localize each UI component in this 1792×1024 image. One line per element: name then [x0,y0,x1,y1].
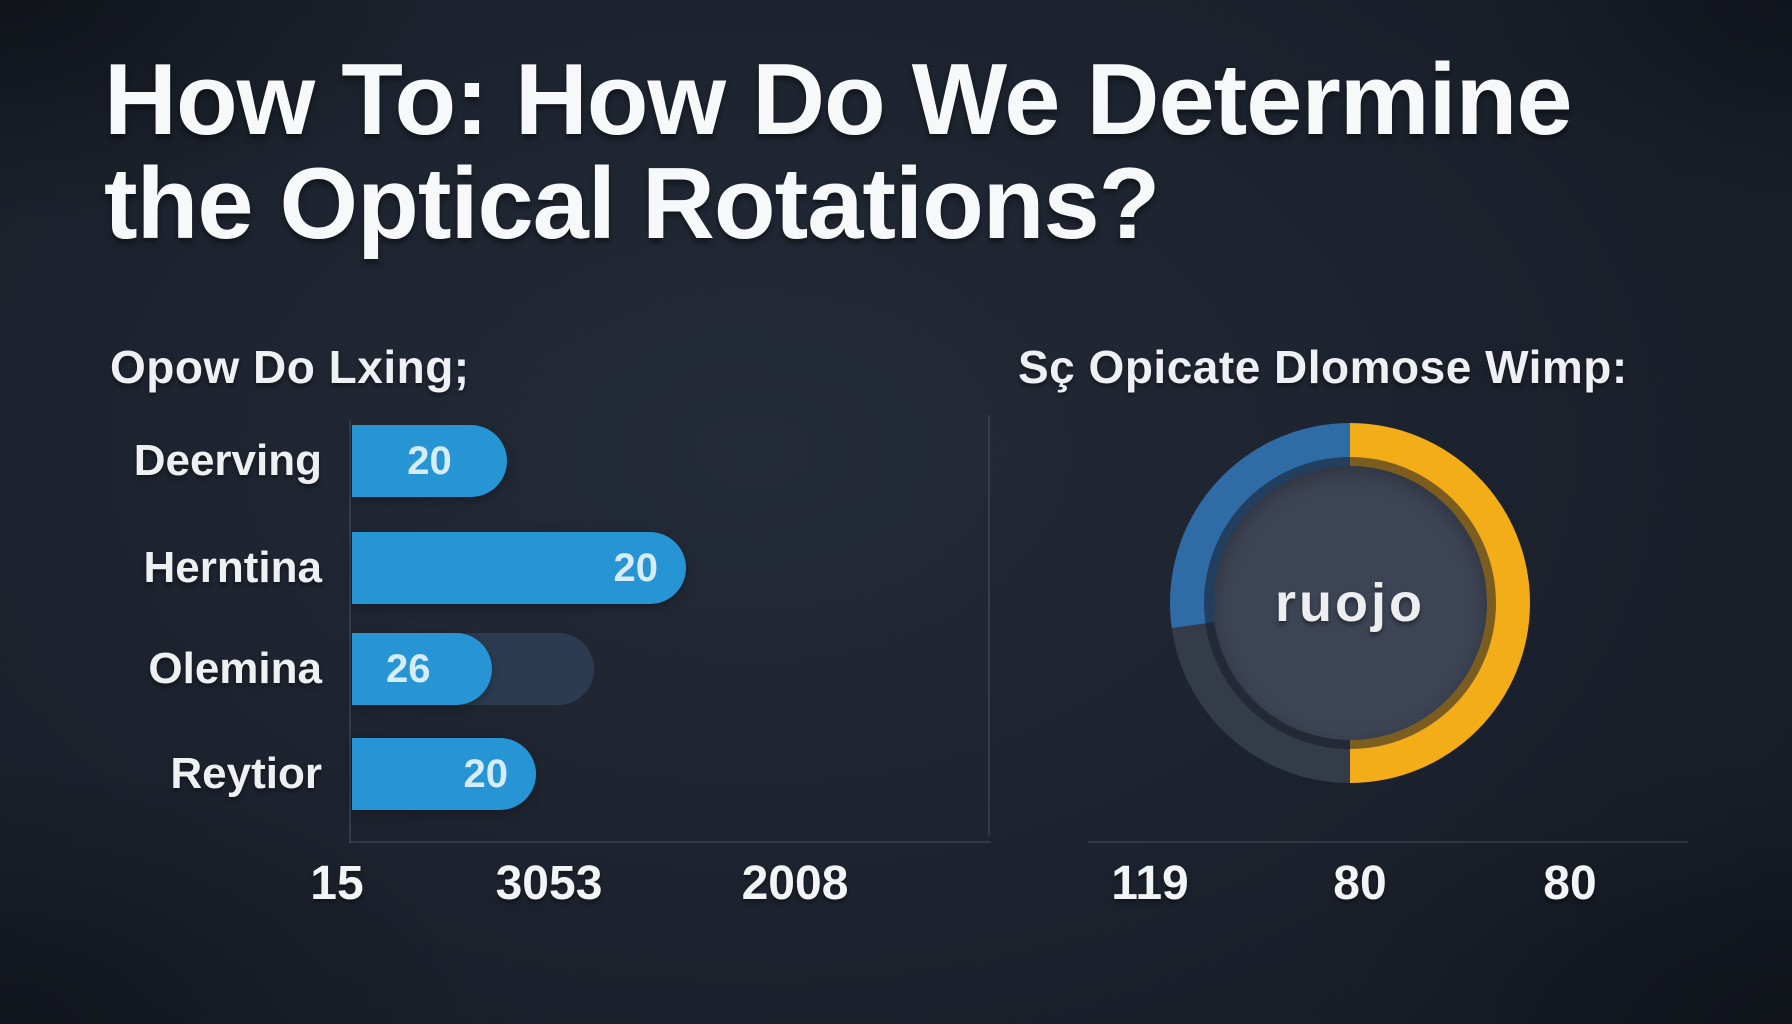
bar-value-label: 20 [613,545,659,590]
x-tick-label: 80 [1333,857,1387,910]
x-tick-label: 3053 [495,857,603,910]
x-tick-label: 2008 [741,857,849,910]
bar: 20 [352,738,536,810]
bar: 26 [352,633,492,705]
bar-value-label: 26 [386,646,431,691]
bar-value-label: 20 [407,438,452,483]
bar: 20 [352,532,686,604]
donut-chart-y-axis-line [988,415,990,835]
bar-chart-x-axis-line [349,841,991,843]
page-title: How To: How Do We Determine the Optical … [104,44,1572,261]
donut-center-label: ruojo [1275,573,1425,633]
x-tick-label: 80 [1543,857,1597,910]
x-tick-label: 119 [1111,857,1189,910]
donut-ring: ruojo [1170,423,1530,783]
category-label: Deerving [133,436,322,485]
bar-chart-y-axis-line [349,420,351,843]
category-label: Olemina [148,644,322,693]
category-label: Herntina [143,543,322,592]
page-title-line-1: How To: How Do We Determine [104,44,1572,156]
x-tick-label: 15 [310,857,364,910]
bar: 20 [352,425,507,497]
page-title-line-2: the Optical Rotations? [104,148,1160,261]
bar-value-label: 20 [463,751,509,796]
donut-chart-x-axis-line [1088,841,1688,843]
donut-hole: ruojo [1213,466,1487,740]
donut-chart-title: Sç Opicate Dlomose Wimp: [1018,341,1628,393]
bar-chart-title: Opow Do Lxing; [110,341,470,393]
category-label: Reytior [170,749,322,798]
